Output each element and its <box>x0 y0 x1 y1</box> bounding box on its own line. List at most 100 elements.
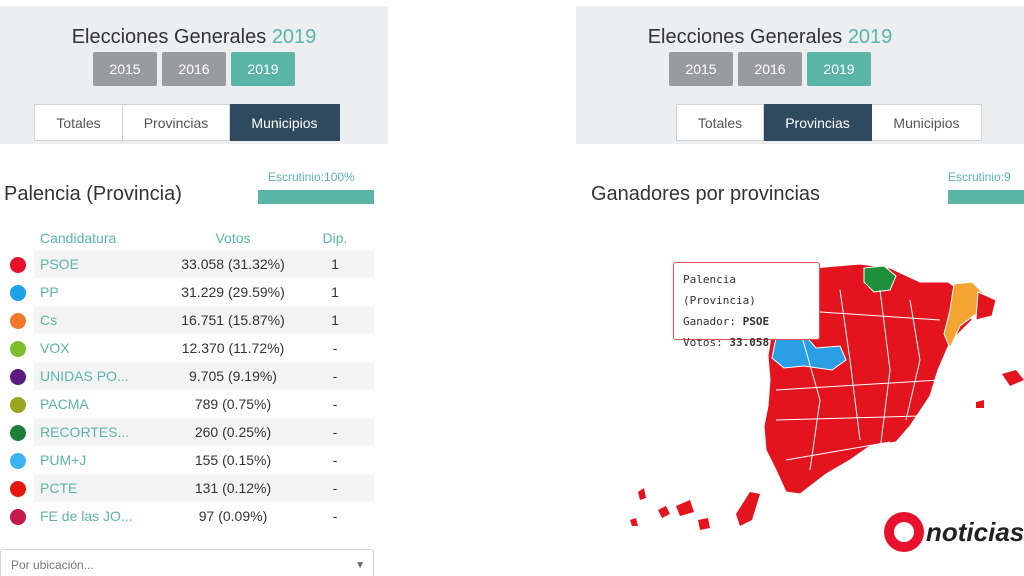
map-erc-region-east[interactable] <box>975 291 997 321</box>
section-title: Palencia (Provincia) <box>4 183 182 205</box>
table-row[interactable]: PUM+J 155 (0.15%) - <box>0 446 374 474</box>
right-header-panel: Elecciones Generales 2019 2015 2016 2019… <box>576 6 1024 144</box>
tab-totales[interactable]: Totales <box>34 104 123 141</box>
table-row[interactable]: PCTE 131 (0.12%) - <box>0 474 374 502</box>
tooltip-winner: Ganador: PSOE <box>683 315 770 328</box>
candidatura-cell[interactable]: PSOE <box>34 250 170 278</box>
dip-header: Dip. <box>322 230 348 246</box>
dip-cell: 1 <box>296 306 374 334</box>
logo-icon <box>884 512 924 552</box>
party-color-cell <box>0 250 34 278</box>
table-row[interactable]: PACMA 789 (0.75%) - <box>0 390 374 418</box>
votos-header: Votos <box>215 230 251 246</box>
votos-cell: 260 (0.25%) <box>170 418 296 446</box>
map-balearic[interactable] <box>1002 370 1024 386</box>
tab-provincias[interactable]: Provincias <box>123 104 230 141</box>
dip-cell: - <box>332 396 338 412</box>
party-color-dot <box>10 452 26 469</box>
table-row[interactable]: Cs 16.751 (15.87%) 1 <box>0 306 374 334</box>
page-title: Elecciones Generales 2019 <box>647 26 893 48</box>
section-title: Ganadores por provincias <box>591 183 821 205</box>
party-color-dot <box>10 368 26 385</box>
party-color-cell <box>0 446 34 474</box>
table-row[interactable]: FE de las JO... 97 (0.09%) - <box>0 502 374 530</box>
tooltip-province: Palencia (Provincia) <box>683 273 756 307</box>
tab-totales[interactable]: Totales <box>676 104 764 141</box>
party-color-dot <box>10 424 26 441</box>
escrutinio-progress-fill <box>258 190 374 204</box>
year-2019-button[interactable]: 2019 <box>807 52 871 86</box>
tab-provincias[interactable]: Provincias <box>764 104 872 141</box>
dip-cell: 1 <box>296 250 374 278</box>
escrutinio-progress-bar <box>948 190 1024 204</box>
party-color-cell <box>0 362 34 390</box>
map-tooltip: Palencia (Provincia) Ganador: PSOE Votos… <box>673 262 820 349</box>
party-color-dot <box>10 340 26 357</box>
map-pnv-region[interactable] <box>863 265 897 293</box>
logo-text: noticias <box>926 516 1024 547</box>
location-select[interactable]: Por ubicación... ▼ <box>0 549 374 576</box>
map-canary-islands[interactable] <box>630 488 760 530</box>
party-color-cell <box>0 278 34 306</box>
year-selector: 2015 2016 2019 <box>576 52 964 86</box>
noticias-logo: noticias <box>884 512 1024 552</box>
year-2019-button[interactable]: 2019 <box>231 52 295 86</box>
tab-municipios[interactable]: Municipios <box>230 104 340 141</box>
escrutinio-label: Escrutinio:100% <box>268 170 355 184</box>
votos-cell: 789 (0.75%) <box>194 396 272 412</box>
table-row[interactable]: VOX 12.370 (11.72%) - <box>0 334 374 362</box>
votos-cell: 97 (0.09%) <box>198 508 268 524</box>
party-color-cell <box>0 502 34 530</box>
table-row[interactable]: PP 31.229 (29.59%) 1 <box>0 278 374 306</box>
dip-cell: - <box>332 508 338 524</box>
candidatura-cell[interactable]: RECORTES... <box>34 418 170 446</box>
location-select-placeholder: Por ubicación... <box>11 558 94 572</box>
year-2016-button[interactable]: 2016 <box>162 52 226 86</box>
color-header <box>0 226 34 250</box>
candidatura-cell[interactable]: PUM+J <box>40 452 87 468</box>
dip-cell: - <box>332 340 338 356</box>
candidatura-header: Candidatura <box>40 230 117 246</box>
candidatura-cell[interactable]: UNIDAS PO... <box>34 362 170 390</box>
dip-cell: - <box>296 474 374 502</box>
tab-municipios[interactable]: Municipios <box>872 104 982 141</box>
party-color-dot <box>10 508 26 525</box>
candidatura-cell[interactable]: PP <box>40 284 59 300</box>
results-table: Candidatura Votos Dip. PSOE 33.058 (31.32… <box>0 226 374 530</box>
candidatura-cell[interactable]: VOX <box>40 340 70 356</box>
party-color-dot <box>10 284 26 301</box>
map-pp-region[interactable] <box>771 333 847 371</box>
year-2015-button[interactable]: 2015 <box>669 52 733 86</box>
candidatura-cell[interactable]: FE de las JO... <box>40 508 133 524</box>
party-color-cell <box>0 390 34 418</box>
dip-cell: 1 <box>331 284 339 300</box>
table-row[interactable]: RECORTES... 260 (0.25%) - <box>0 418 374 446</box>
table-row[interactable]: PSOE 33.058 (31.32%) 1 <box>0 250 374 278</box>
votos-cell: 155 (0.15%) <box>194 452 272 468</box>
dip-cell: - <box>332 452 338 468</box>
party-color-dot <box>10 480 26 497</box>
votos-cell: 131 (0.12%) <box>170 474 296 502</box>
view-tabs: Totales Provincias Municipios <box>34 104 340 141</box>
candidatura-cell[interactable]: Cs <box>34 306 170 334</box>
year-2015-button[interactable]: 2015 <box>93 52 157 86</box>
province-borders <box>775 289 941 471</box>
candidatura-cell[interactable]: PCTE <box>34 474 170 502</box>
chevron-down-icon: ▼ <box>355 560 365 571</box>
escrutinio-progress-bar <box>258 190 374 204</box>
table-row[interactable]: UNIDAS PO... 9.705 (9.19%) - <box>0 362 374 390</box>
view-tabs: Totales Provincias Municipios <box>676 104 982 141</box>
candidatura-cell[interactable]: PACMA <box>40 396 89 412</box>
year-2016-button[interactable]: 2016 <box>738 52 802 86</box>
party-color-dot <box>10 396 26 413</box>
map-balearic-small[interactable] <box>976 400 984 408</box>
map-erc-region[interactable] <box>943 281 985 350</box>
party-color-dot <box>10 312 26 329</box>
votos-cell: 16.751 (15.87%) <box>170 306 296 334</box>
party-color-cell <box>0 306 34 334</box>
party-color-cell <box>0 334 34 362</box>
party-color-cell <box>0 418 34 446</box>
dip-cell: - <box>296 362 374 390</box>
page-title: Elecciones Generales 2019 <box>71 26 317 48</box>
escrutinio-label: Escrutinio:9 <box>948 170 1011 184</box>
